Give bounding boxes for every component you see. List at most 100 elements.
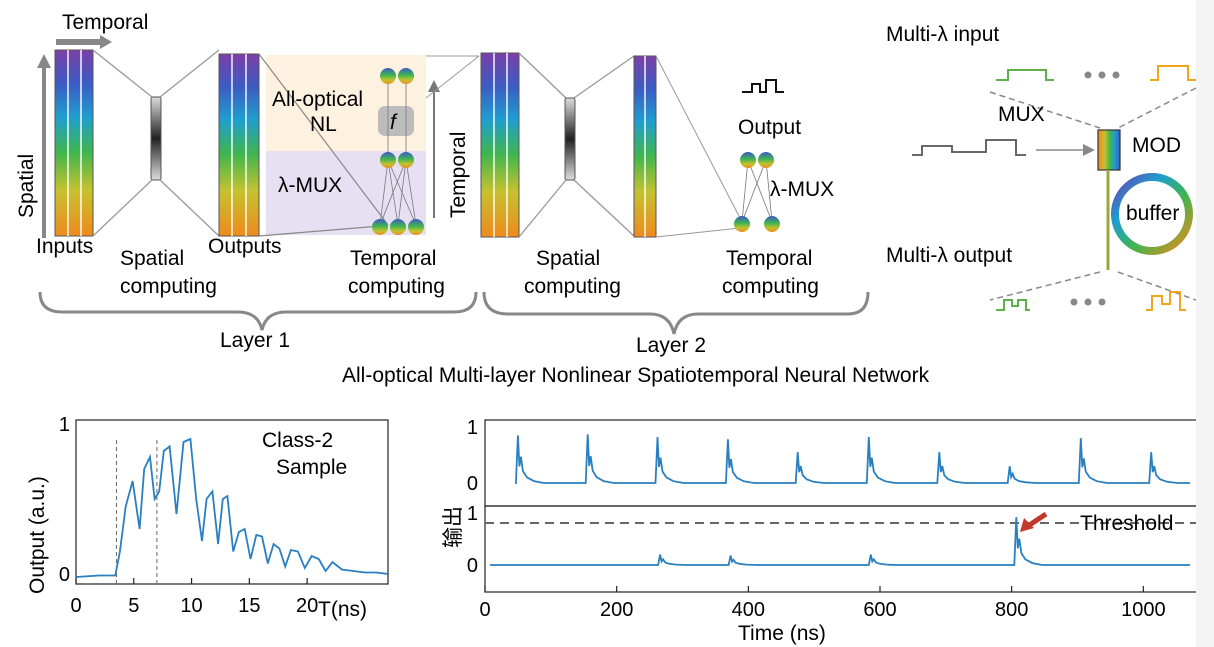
ellipsis-dot [1084,71,1092,79]
figure-title: All-optical Multi-layer Nonlinear Spatio… [342,364,930,387]
orange-output-pulse [1146,291,1186,311]
spatial-lens-1 [92,49,220,237]
buffer-label: buffer [1126,202,1179,225]
nonlinear-function-box [378,106,414,136]
orange-input-pulse [1150,65,1196,81]
neuron [380,68,396,84]
chart-a-annotation-line1: Class-2 [262,429,333,452]
neuron [408,219,424,235]
chart-a-frame [75,419,389,585]
spatial-arrow-label: Spatial [15,154,38,218]
layer2-label: Layer 2 [636,334,706,357]
class2-sample-chart: Class-2 Sample Output (a.u.) T(ns) 0 5 10 1… [26,414,389,621]
spatial-arrow: Spatial [15,54,51,238]
modulator-block [1097,129,1121,171]
red-arrow-icon [1020,511,1048,532]
spatial-computing-2-line1: Spatial [536,247,600,270]
neuron [398,68,414,84]
neuron [758,152,774,168]
neuron [372,219,388,235]
chart-b-ytick-label: 1 [467,417,478,439]
neuron [740,152,756,168]
mux-inset: Multi-λ input MUX MOD buffer Multi-λ out… [886,23,1196,311]
chart-c-xtick-label: 600 [863,599,896,621]
lambda-mux-2-label: λ-MUX [770,178,834,201]
temporal-axis-2: Temporal [428,80,470,218]
right-edge-strip [1196,0,1214,647]
chart-a-xtick-label: 20 [296,595,318,617]
chart-c-xlabel: Time (ns) [738,622,826,645]
lambda-mux-1-label: λ-MUX [278,174,342,197]
layer1-label: Layer 1 [220,329,290,352]
chart-a-xtick-label: 10 [180,595,202,617]
chart-a-ytick-label: 1 [59,414,70,436]
chart-a-xtick-label: 5 [128,595,139,617]
chart-c-xtick-label: 200 [600,599,633,621]
neuron [380,152,396,168]
allopt-nl-line2: NL [310,113,337,136]
chart-a-ytick-label: 0 [59,564,70,586]
spatial-computing-1-line2: computing [120,275,217,298]
chart-c-series-line [490,517,1190,566]
chart-b-series-line [515,434,1190,484]
green-output-pulse [996,299,1030,311]
shared-ylabel: 输出 [442,506,465,548]
mux-label: MUX [998,103,1045,126]
chart-c-xtick-label: 400 [732,599,765,621]
temporal-computing-2-line2: computing [722,275,819,298]
ellipsis-dot [1112,71,1120,79]
neuron [734,216,750,232]
layer2-brace [482,291,870,335]
layer2-output-stack [633,55,657,238]
output-label: Output [738,116,801,139]
spatial-computing-1-line1: Spatial [120,247,184,270]
spatial-lens-2 [518,52,635,238]
ellipsis-dot [1084,298,1092,306]
neuron [764,216,780,232]
neuron-lines-1 [379,84,417,226]
neuron [390,219,406,235]
inputs-label: Inputs [36,235,93,258]
layer2-input-stack [480,52,520,238]
temporal-axis-2-label: Temporal [447,132,470,218]
chart-b-ytick-label: 0 [467,473,478,495]
chart-c-xtick-label: 800 [995,599,1028,621]
spike-train-threshold-chart: Threshold 0 1 0 200 400 600 800 1000 输出 Time (… [442,503,1196,645]
spatial-computing-2-line2: computing [524,275,621,298]
temporal-computing-1-line1: Temporal [350,247,436,270]
neuron [398,152,414,168]
output-pulse-icon [742,79,784,93]
mod-label: MOD [1132,134,1181,157]
inputs-stack [54,49,94,237]
chart-c-xtick-label: 0 [479,599,490,621]
green-input-pulse [996,69,1054,81]
outputs-stack-1 [218,53,260,237]
chart-a-series-line [75,437,389,578]
neuron-lines-2 [741,159,773,223]
temporal-arrow: Temporal [56,11,148,49]
allopt-nl-line1: All-optical [272,88,363,111]
chart-c-ytick-label: 0 [467,555,478,577]
chart-a-xtick-label: 0 [70,595,81,617]
f-symbol: f [390,111,398,134]
chart-a-ylabel: Output (a.u.) [26,476,49,594]
chart-c-ytick-label: 1 [467,503,478,525]
multi-lambda-output-label: Multi-λ output [886,244,1012,267]
spike-train-top-chart: 01 [467,417,1196,507]
threshold-label: Threshold [1080,512,1173,535]
chart-a-xlabel: T(ns) [318,598,367,621]
temporal-computing-2-line1: Temporal [726,247,812,270]
ellipsis-dot [1098,71,1106,79]
multi-lambda-input-label: Multi-λ input [886,23,999,46]
buffer-ring [1111,173,1193,255]
temporal-computing-1: All-optical NL f λ-MUX [258,53,426,237]
chart-a-xtick-label: 15 [238,595,260,617]
temporal-computing-1-line2: computing [348,275,445,298]
outputs-label: Outputs [208,235,282,258]
chart-c-xtick-label: 1000 [1121,599,1166,621]
mux-input-waveform [912,139,1026,156]
chart-c-frame [484,505,1196,593]
ellipsis-dot [1098,298,1106,306]
